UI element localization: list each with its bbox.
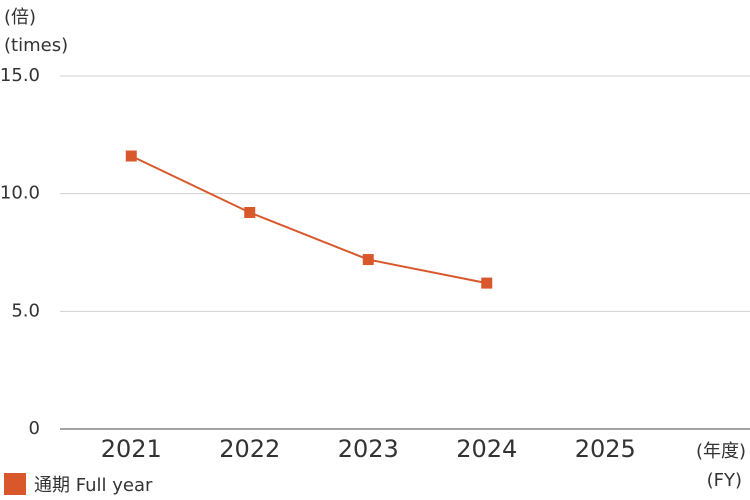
x-tick-label: 2025 [575, 435, 636, 463]
x-tick-label: 2021 [101, 435, 162, 463]
y-axis-label: (倍) [4, 7, 36, 28]
legend-label: 通期 Full year [34, 475, 153, 496]
y-tick-label: 5.0 [11, 300, 40, 321]
y-axis-label: (times) [4, 35, 68, 56]
x-axis-label: (年度) [696, 441, 746, 462]
marker [481, 277, 493, 289]
x-axis-label: (FY) [707, 470, 742, 491]
x-tick-label: 2023 [338, 435, 399, 463]
x-tick-label: 2022 [219, 435, 280, 463]
y-tick-label: 0 [29, 418, 40, 439]
marker [125, 150, 137, 162]
legend-swatch [4, 473, 26, 495]
y-tick-label: 10.0 [0, 183, 40, 204]
y-tick-label: 15.0 [0, 65, 40, 86]
x-tick-label: 2024 [456, 435, 517, 463]
marker [362, 254, 374, 266]
marker [244, 206, 256, 218]
line [130, 155, 487, 285]
